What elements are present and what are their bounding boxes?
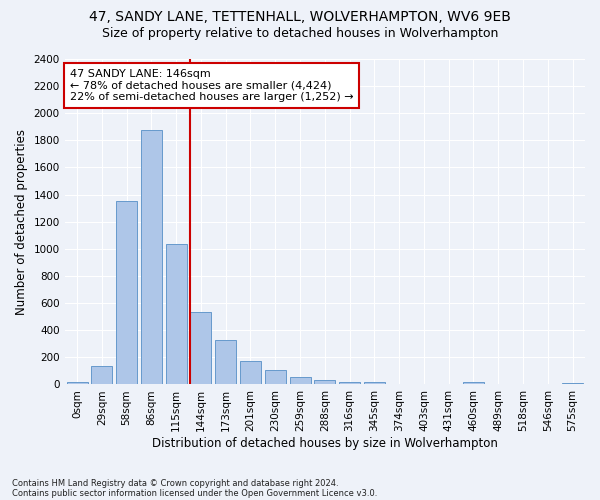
Bar (190, 312, 211, 384)
Bar (463, 382, 484, 384)
Text: Size of property relative to detached houses in Wolverhampton: Size of property relative to detached ho… (102, 28, 498, 40)
Bar (364, 382, 385, 384)
Bar (67, 382, 88, 384)
Bar (240, 362, 261, 384)
Bar (265, 370, 286, 384)
X-axis label: Distribution of detached houses by size in Wolverhampton: Distribution of detached houses by size … (152, 437, 498, 450)
Y-axis label: Number of detached properties: Number of detached properties (15, 128, 28, 314)
Text: 47, SANDY LANE, TETTENHALL, WOLVERHAMPTON, WV6 9EB: 47, SANDY LANE, TETTENHALL, WOLVERHAMPTO… (89, 10, 511, 24)
Text: Contains public sector information licensed under the Open Government Licence v3: Contains public sector information licen… (12, 488, 377, 498)
Bar (116, 202, 137, 384)
Bar (215, 340, 236, 384)
Bar (562, 383, 583, 384)
Bar (339, 382, 360, 384)
Text: 47 SANDY LANE: 146sqm
← 78% of detached houses are smaller (4,424)
22% of semi-d: 47 SANDY LANE: 146sqm ← 78% of detached … (70, 69, 353, 102)
Bar (290, 377, 311, 384)
Bar (166, 244, 187, 384)
Bar (91, 366, 112, 384)
Text: Contains HM Land Registry data © Crown copyright and database right 2024.: Contains HM Land Registry data © Crown c… (12, 478, 338, 488)
Bar (314, 380, 335, 384)
Bar (141, 130, 162, 384)
